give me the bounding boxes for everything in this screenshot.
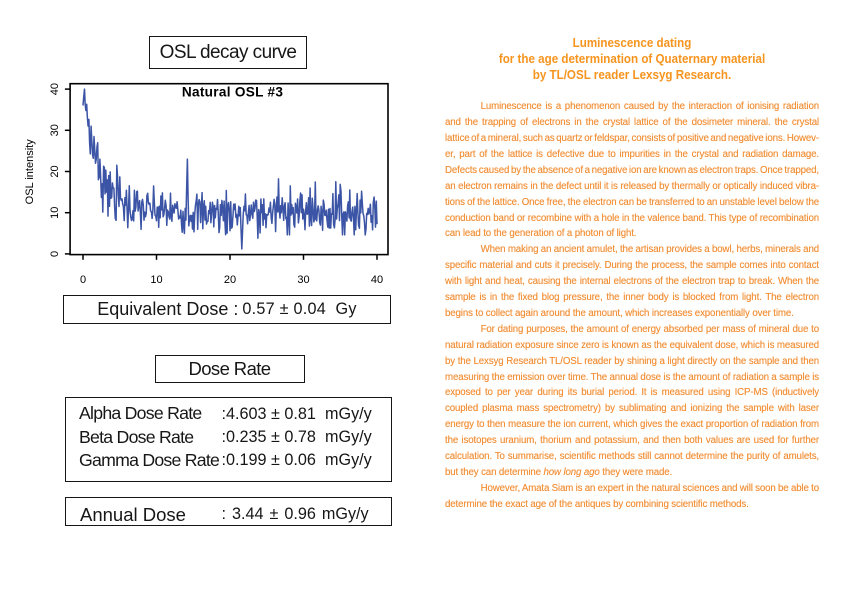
svg-text:OSL intensity: OSL intensity <box>24 139 36 205</box>
svg-text:0: 0 <box>49 251 61 257</box>
svg-text:40: 40 <box>371 274 383 286</box>
svg-text:20: 20 <box>224 274 236 286</box>
svg-text:10: 10 <box>49 207 61 219</box>
svg-text:0: 0 <box>80 274 86 286</box>
svg-text:10: 10 <box>150 274 162 286</box>
svg-text:20: 20 <box>49 165 61 177</box>
svg-text:30: 30 <box>297 274 309 286</box>
svg-text:Natural OSL #3: Natural OSL #3 <box>182 85 284 100</box>
svg-text:30: 30 <box>49 124 61 136</box>
svg-text:40: 40 <box>49 83 61 95</box>
